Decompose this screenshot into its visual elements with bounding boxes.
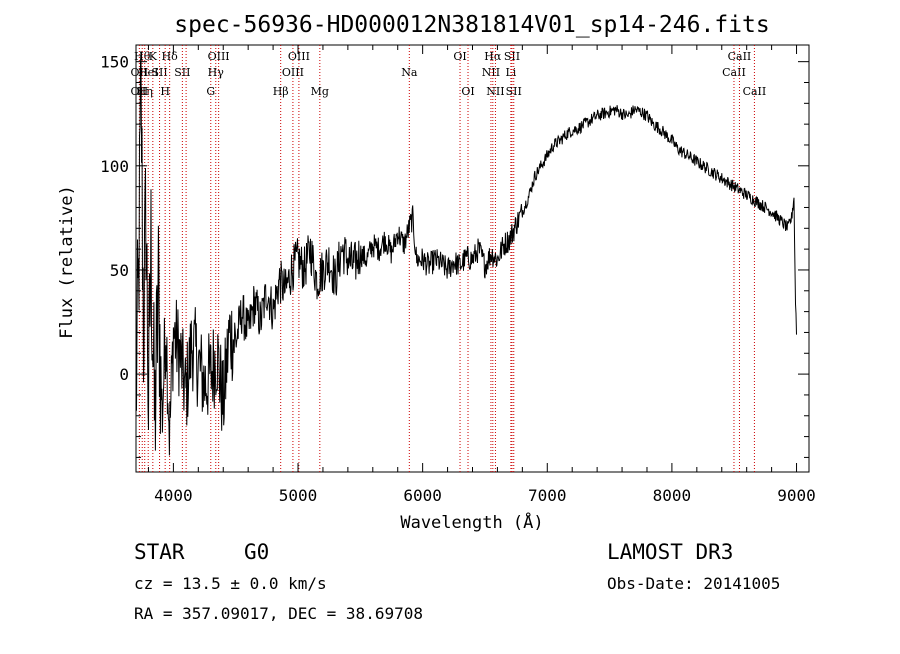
- x-tick-label: 5000: [279, 486, 318, 505]
- line-marker-label: OI: [461, 85, 474, 98]
- object-class: STAR: [134, 540, 185, 564]
- series-line-spectrum: [135, 51, 797, 456]
- y-tick-label: 0: [119, 365, 129, 384]
- line-marker-label: NII: [486, 85, 504, 98]
- x-tick-label: 4000: [154, 486, 193, 505]
- line-marker-label: CaII: [743, 85, 767, 98]
- line-marker-label: OII: [131, 85, 149, 98]
- line-marker-label: SII: [504, 50, 520, 63]
- line-marker-label: HeI: [138, 66, 158, 79]
- line-marker-label: Hα: [484, 50, 502, 63]
- line-marker-label: Hβ: [273, 85, 289, 98]
- line-marker-label: Hγ: [208, 66, 225, 79]
- x-tick-label: 6000: [403, 486, 442, 505]
- y-tick-label: 50: [110, 261, 129, 280]
- line-marker-label: Li: [505, 66, 516, 79]
- line-marker-label: Mg: [311, 85, 329, 98]
- line-marker-label: K: [149, 50, 158, 63]
- y-tick-label: 100: [100, 157, 129, 176]
- x-tick-label: 9000: [777, 486, 816, 505]
- line-marker-label: SII: [506, 85, 522, 98]
- axis-ticks: 4000 5000 6000 7000 8000 9000 0 50 100 150: [100, 45, 816, 505]
- object-subclass: G0: [244, 540, 269, 564]
- y-tick-label: 150: [100, 53, 129, 72]
- line-marker-label: OII: [131, 66, 149, 79]
- x-tick-label: 8000: [653, 486, 692, 505]
- redshift-cz: cz = 13.5 ± 0.0 km/s: [134, 574, 327, 593]
- chart-title: spec-56936-HD000012N381814V01_sp14-246.f…: [174, 12, 769, 38]
- line-marker-label: OI: [453, 50, 466, 63]
- line-marker-label: SII: [174, 66, 190, 79]
- x-axis-label: Wavelength (Å): [400, 511, 543, 533]
- line-marker-label: OIII: [208, 50, 230, 63]
- line-marker-label: Na: [401, 66, 418, 79]
- line-marker-label: Hη: [137, 85, 153, 98]
- obs-date: Obs-Date: 20141005: [607, 574, 780, 593]
- coordinates: RA = 357.09017, DEC = 38.69708: [134, 604, 423, 623]
- line-marker-label: G: [206, 85, 215, 98]
- data-release: LAMOST DR3: [607, 540, 733, 564]
- line-marker-label: Hδ: [162, 50, 179, 63]
- line-marker-label: NII: [482, 66, 500, 79]
- line-marker-label: OIII: [282, 66, 304, 79]
- y-axis-label: Flux (relative): [57, 185, 77, 339]
- x-tick-label: 7000: [528, 486, 567, 505]
- line-marker-label: CaII: [722, 66, 746, 79]
- line-marker-label: Hθ: [134, 50, 151, 63]
- line-marker-label: OIII: [288, 50, 310, 63]
- line-marker-label: CaII: [728, 50, 752, 63]
- line-marker-label: SII: [151, 66, 167, 79]
- line-marker-label: H: [160, 85, 170, 98]
